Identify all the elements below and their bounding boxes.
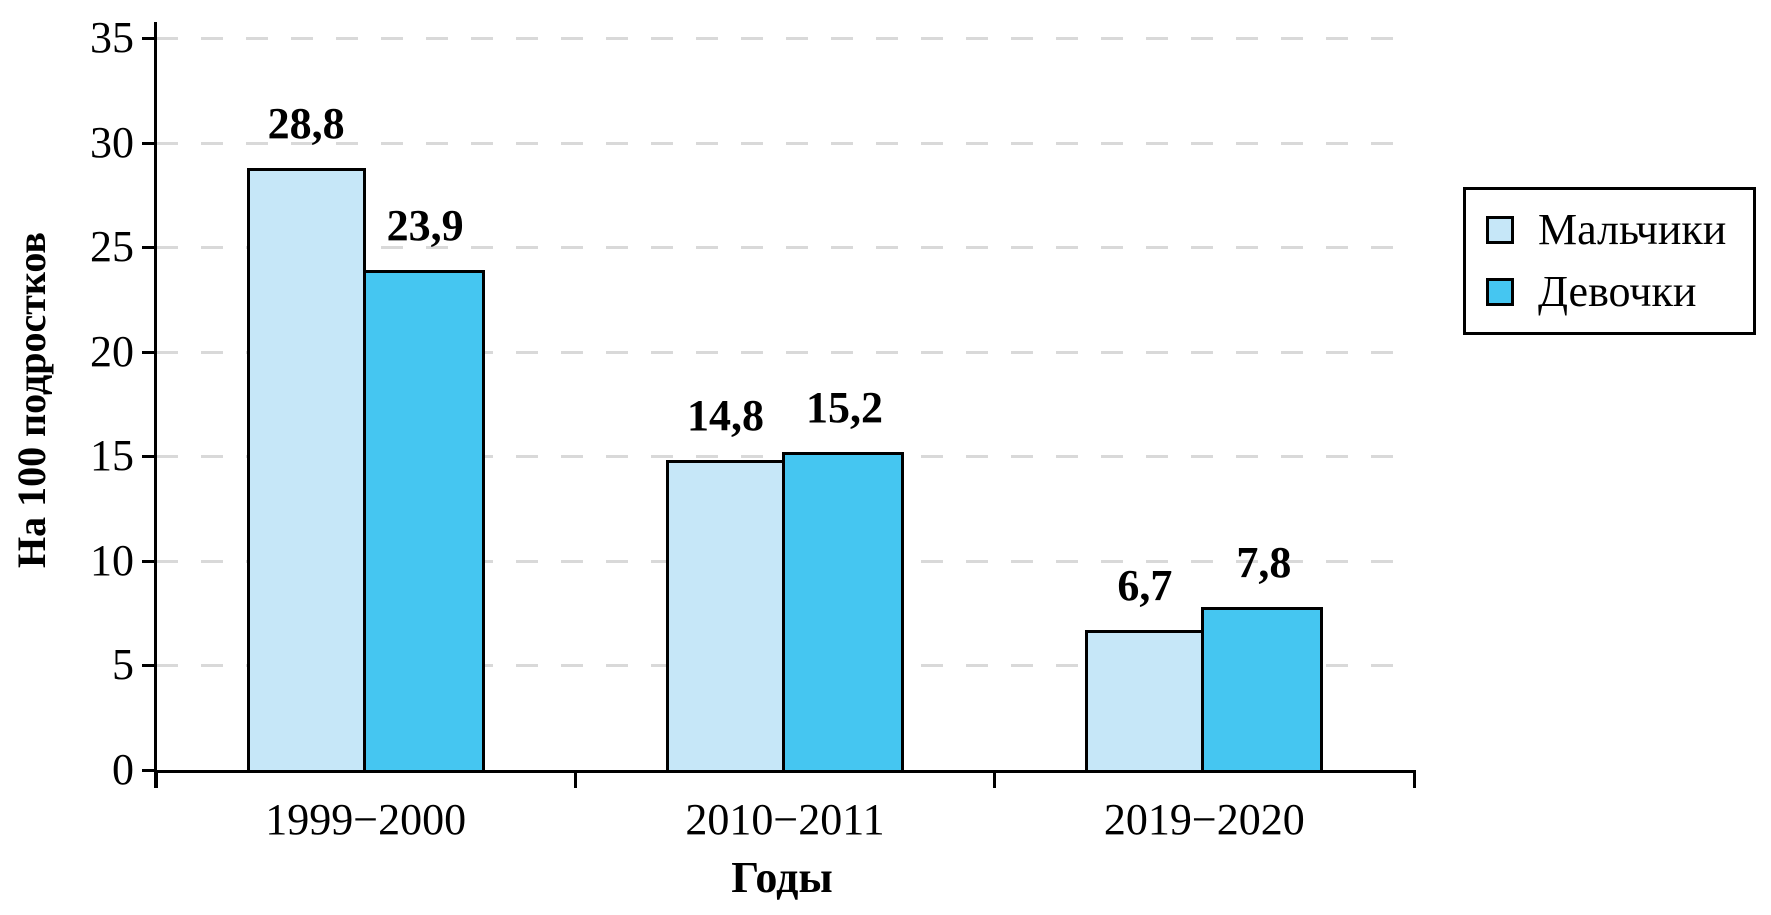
y-tick-0 [142, 769, 156, 772]
y-tick-20 [142, 351, 156, 354]
y-tick-25 [142, 246, 156, 249]
y-tick-label-0: 0 [112, 745, 134, 794]
legend-label-2: Девочки [1538, 267, 1697, 316]
y-tick-label-25: 25 [90, 222, 134, 271]
category-label-1: 1999−2000 [265, 795, 467, 844]
y-tick-5 [142, 664, 156, 667]
category-label-3: 2019−2020 [1103, 795, 1305, 844]
y-tick-label-5: 5 [112, 640, 134, 689]
legend-label-1: Мальчики [1538, 205, 1727, 254]
legend-item-1: Мальчики [1486, 207, 1753, 253]
gridline-35 [156, 37, 1414, 40]
legend-item-2: Девочки [1486, 269, 1753, 315]
y-tick-label-10: 10 [90, 536, 134, 585]
bar-series1-cat2 [666, 460, 785, 773]
legend: Мальчики Девочки [1463, 187, 1756, 335]
value-label-series2-cat3: 7,8 [1236, 538, 1292, 587]
x-tick-2 [993, 770, 997, 788]
bar-series2-cat1 [362, 270, 485, 773]
gridline-30 [156, 142, 1414, 145]
y-tick-30 [142, 142, 156, 145]
x-axis-line [154, 770, 1415, 773]
bar-series2-cat2 [782, 452, 904, 773]
y-tick-15 [142, 455, 156, 458]
y-axis-line [154, 22, 157, 788]
y-tick-35 [142, 37, 156, 40]
y-tick-label-30: 30 [90, 118, 134, 167]
bar-series1-cat3 [1085, 630, 1205, 773]
bar-series2-cat3 [1201, 607, 1324, 773]
bar-series1-cat1 [246, 168, 366, 773]
gridline-20 [156, 351, 1414, 354]
legend-swatch-2 [1486, 278, 1514, 306]
value-label-series1-cat3: 6,7 [1117, 561, 1173, 610]
y-tick-label-35: 35 [90, 13, 134, 62]
x-axis-title: Годы [731, 853, 833, 902]
value-label-series2-cat2: 15,2 [806, 383, 883, 432]
y-tick-10 [142, 560, 156, 563]
y-tick-label-15: 15 [90, 431, 134, 480]
value-label-series2-cat1: 23,9 [386, 201, 464, 250]
value-label-series1-cat1: 28,8 [267, 99, 345, 148]
value-label-series1-cat2: 14,8 [687, 391, 764, 440]
category-label-2: 2010−2011 [685, 795, 885, 844]
x-tick-3 [1412, 770, 1416, 788]
gridline-25 [156, 246, 1414, 249]
legend-swatch-1 [1486, 216, 1514, 244]
x-tick-1 [573, 770, 577, 788]
y-tick-label-20: 20 [90, 327, 134, 376]
